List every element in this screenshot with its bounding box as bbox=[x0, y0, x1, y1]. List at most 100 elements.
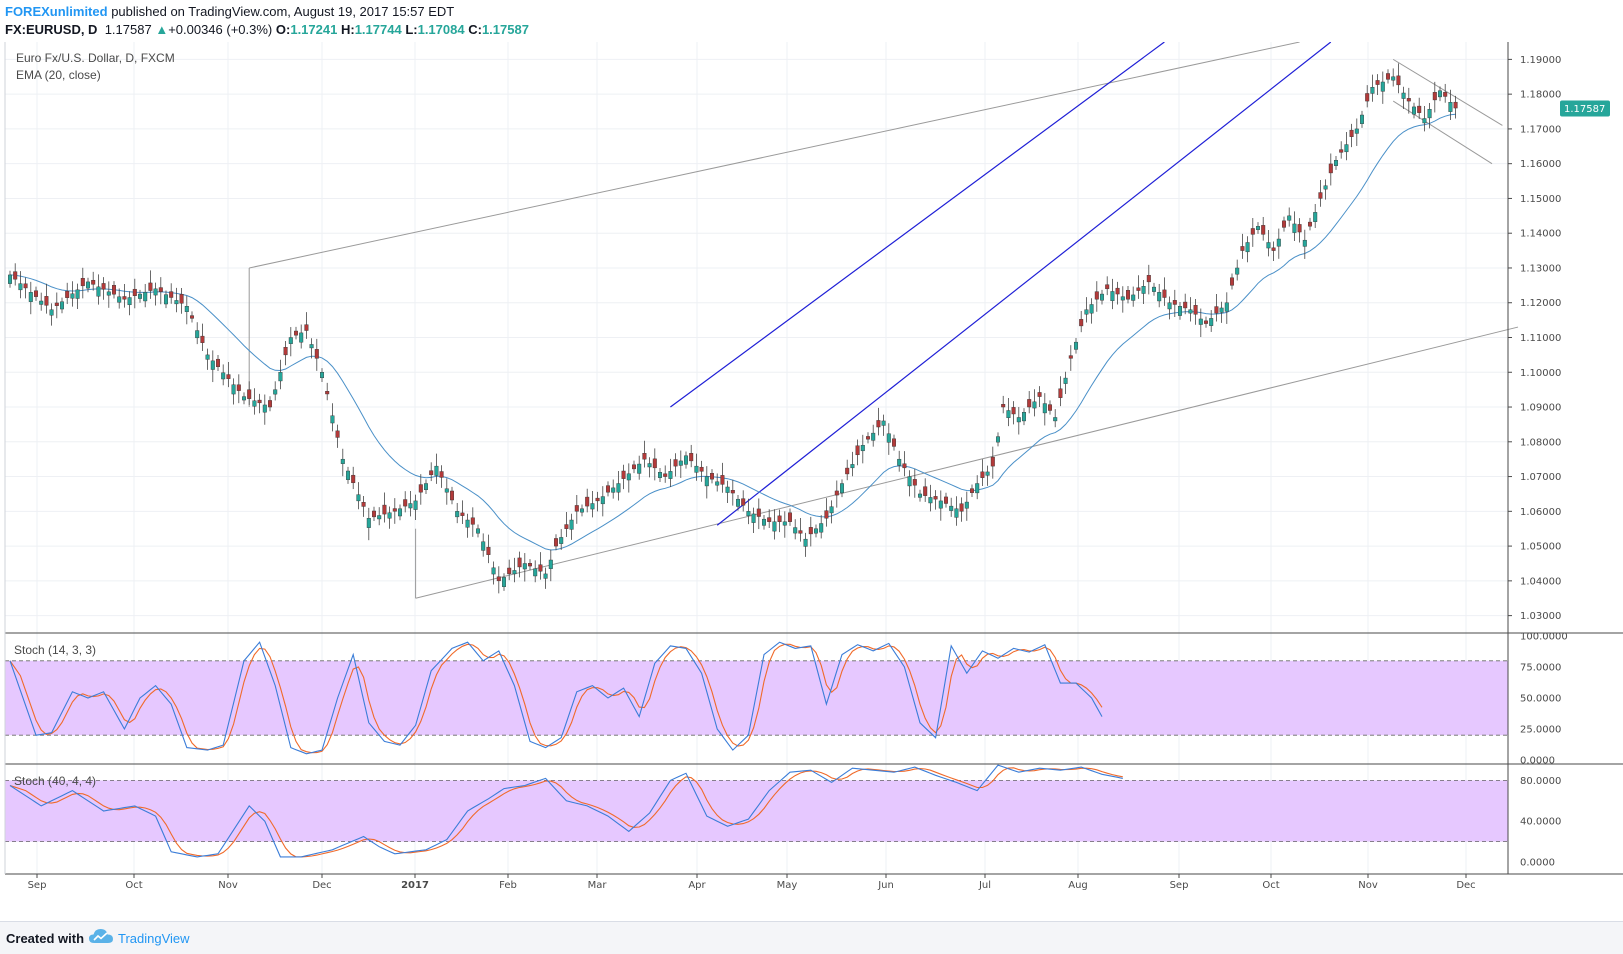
candle-body bbox=[283, 347, 288, 356]
price-tick-label: 1.10000 bbox=[1520, 368, 1561, 379]
candle-body bbox=[886, 433, 891, 443]
tradingview-brand[interactable]: TradingView bbox=[118, 931, 190, 946]
price-tick-label: 1.08000 bbox=[1520, 437, 1561, 448]
candle-body bbox=[403, 499, 408, 507]
stoch1-d-line bbox=[9, 643, 1103, 754]
price-tick-label: 1.13000 bbox=[1520, 263, 1561, 274]
candle-body bbox=[694, 465, 699, 473]
candle-body bbox=[96, 286, 101, 297]
candlesticks bbox=[7, 63, 1458, 594]
low-value: 1.17084 bbox=[417, 22, 465, 37]
candle-body bbox=[1328, 163, 1333, 174]
candle-body bbox=[829, 506, 834, 514]
candle-body bbox=[320, 372, 325, 379]
candle-body bbox=[642, 453, 647, 460]
time-tick-label: Apr bbox=[688, 880, 706, 891]
candle-body bbox=[455, 511, 460, 518]
candle-body bbox=[143, 292, 148, 302]
price-tick-label: 1.04000 bbox=[1520, 576, 1561, 587]
candle-body bbox=[366, 518, 371, 528]
trend-lines bbox=[248, 42, 1519, 599]
candle-body bbox=[278, 372, 283, 382]
candle-body bbox=[845, 467, 850, 475]
candle-body bbox=[1099, 293, 1104, 301]
candle-body bbox=[574, 505, 579, 512]
price-tick-label: 1.19000 bbox=[1520, 55, 1561, 66]
candle-body bbox=[294, 330, 299, 336]
low-label: L: bbox=[405, 22, 418, 37]
candle-body bbox=[356, 494, 361, 502]
author-link[interactable]: FOREXunlimited bbox=[5, 4, 108, 19]
candle-body bbox=[1240, 246, 1245, 251]
candle-body bbox=[725, 486, 730, 493]
candle-body bbox=[959, 503, 964, 512]
close-label: C: bbox=[468, 22, 482, 37]
candle-body bbox=[1235, 267, 1240, 275]
candle-body bbox=[200, 335, 205, 343]
candle-body bbox=[933, 496, 938, 500]
tradingview-cloud-icon[interactable] bbox=[88, 926, 114, 948]
candle-body bbox=[819, 523, 824, 533]
candle-body bbox=[1219, 307, 1224, 313]
candle-body bbox=[970, 488, 975, 493]
last-price-tag-text: 1.17587 bbox=[1564, 104, 1605, 115]
candle-body bbox=[163, 294, 168, 305]
candle-body bbox=[1333, 159, 1338, 166]
candle-body bbox=[1323, 185, 1328, 190]
candle-body bbox=[626, 473, 631, 481]
time-tick-label: Jun bbox=[877, 880, 894, 891]
candle-body bbox=[824, 510, 829, 519]
candle-body bbox=[1053, 417, 1058, 422]
candle-body bbox=[522, 563, 527, 570]
time-axis[interactable]: Sep Oct Nov Dec 2017 Feb Mar Apr May Jun Jul Aug Sep… bbox=[28, 874, 1476, 891]
candle-body bbox=[1354, 128, 1359, 134]
candle-body bbox=[132, 288, 137, 296]
stoch2-tick-label: 0.0000 bbox=[1520, 858, 1555, 869]
price-axis[interactable]: 1.03000 1.04000 1.05000 1.06000 1.07000 1.080… bbox=[1508, 55, 1568, 869]
candle-body bbox=[382, 504, 387, 515]
trend-lower-wedge bbox=[415, 326, 1519, 599]
price-tick-label: 1.09000 bbox=[1520, 403, 1561, 414]
candle-body bbox=[299, 332, 304, 343]
candle-body bbox=[798, 530, 803, 534]
price-tick-label: 1.17000 bbox=[1520, 124, 1561, 135]
change-up-icon: ▲ bbox=[155, 22, 169, 37]
candle-body bbox=[564, 524, 569, 529]
candle-body bbox=[169, 291, 174, 298]
chart-canvas[interactable]: 1.03000 1.04000 1.05000 1.06000 1.07000 1.080… bbox=[0, 42, 1623, 921]
open-label: O: bbox=[275, 22, 291, 37]
candle-body bbox=[548, 559, 553, 569]
candle-body bbox=[1047, 404, 1052, 411]
price-tick-label: 1.14000 bbox=[1520, 229, 1561, 240]
candle-body bbox=[855, 445, 860, 456]
candle-body bbox=[101, 283, 106, 290]
candle-body bbox=[710, 473, 715, 480]
candle-body bbox=[1365, 93, 1370, 102]
candle-body bbox=[1068, 355, 1073, 359]
candle-body bbox=[533, 568, 538, 577]
time-tick-label: Aug bbox=[1068, 880, 1088, 891]
candle-body bbox=[148, 282, 153, 291]
candle-body bbox=[647, 463, 652, 468]
candle-body bbox=[1188, 309, 1193, 314]
stoch2-d-line bbox=[9, 767, 1123, 858]
candle-body bbox=[673, 459, 678, 467]
candle-body bbox=[1250, 228, 1255, 235]
candle-body bbox=[736, 498, 741, 507]
candle-body bbox=[80, 278, 85, 287]
price-tick-label: 1.18000 bbox=[1520, 90, 1561, 101]
stoch1-tick-label: 100.0000 bbox=[1520, 632, 1568, 643]
candle-body bbox=[528, 563, 533, 567]
candle-body bbox=[881, 420, 886, 426]
candle-body bbox=[1359, 114, 1364, 124]
candle-body bbox=[439, 471, 444, 478]
candle-body bbox=[590, 503, 595, 510]
candle-body bbox=[892, 438, 897, 447]
candle-body bbox=[1375, 80, 1380, 85]
candle-body bbox=[85, 281, 90, 289]
candle-body bbox=[7, 274, 12, 284]
candle-body bbox=[1261, 225, 1266, 235]
candle-body bbox=[127, 297, 132, 306]
candle-body bbox=[75, 289, 80, 299]
candle-body bbox=[1224, 302, 1229, 312]
